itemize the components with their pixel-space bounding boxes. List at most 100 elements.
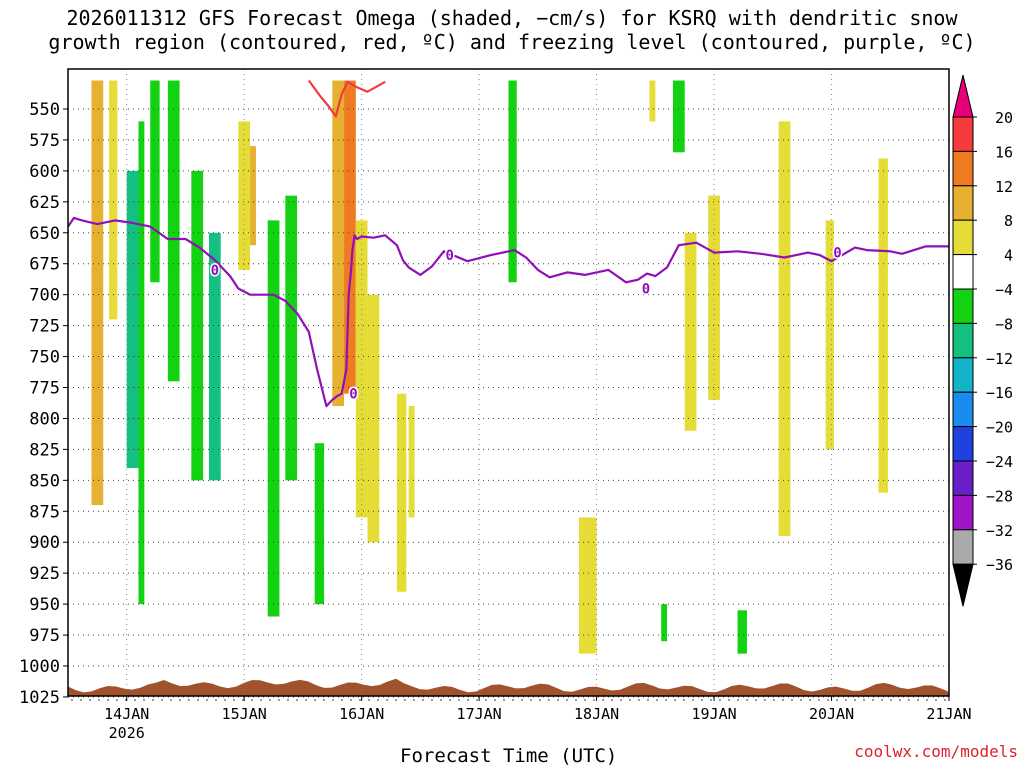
omega-patch <box>109 80 118 320</box>
omega-patch <box>661 604 668 642</box>
terrain-dot <box>611 699 613 701</box>
terrain-dot <box>368 699 370 701</box>
terrain-dot <box>314 699 316 701</box>
x-tick-label: 20JAN <box>809 705 854 723</box>
omega-patch <box>408 406 415 518</box>
x-tick-label: 16JAN <box>339 705 384 723</box>
plot-frame <box>67 68 950 697</box>
terrain-dot <box>755 699 757 701</box>
terrain-dot <box>863 699 865 701</box>
terrain-dot <box>476 699 478 701</box>
omega-patch <box>314 443 325 605</box>
y-tick-label: 550 <box>29 100 60 120</box>
x-axis-label: Forecast Time (UTC) <box>400 745 618 767</box>
terrain-dot <box>944 699 946 701</box>
colorbar-label: −24 <box>986 453 1013 471</box>
terrain-dot <box>791 699 793 701</box>
terrain-dot <box>188 699 190 701</box>
freezing-level-label: 0 <box>349 387 357 403</box>
y-tick-label: 575 <box>29 131 60 151</box>
terrain-dot <box>296 699 298 701</box>
colorbar-label: −36 <box>986 556 1013 574</box>
freezing-level-label: 0 <box>833 246 841 262</box>
terrain-dot <box>656 699 658 701</box>
terrain <box>68 678 949 701</box>
terrain-dot <box>701 699 703 701</box>
colorbar-swatch <box>952 426 974 462</box>
terrain-dot <box>341 699 343 701</box>
terrain-dot <box>116 699 118 701</box>
x-tick-label: 21JAN <box>926 705 971 723</box>
terrain-dot <box>908 699 910 701</box>
title-line-1: 2026011312 GFS Forecast Omega (shaded, −… <box>66 6 958 30</box>
terrain-dot <box>287 699 289 701</box>
omega-patch <box>708 195 720 400</box>
terrain-dot <box>881 699 883 701</box>
terrain-dot <box>161 699 163 701</box>
terrain-dot <box>566 699 568 701</box>
omega-patch <box>285 195 298 481</box>
colorbar-label: 12 <box>995 178 1013 196</box>
colorbar-swatch <box>952 391 974 428</box>
terrain-dot <box>575 699 577 701</box>
terrain-dot <box>305 699 307 701</box>
terrain-dot <box>854 699 856 701</box>
colorbar-swatch <box>952 494 974 531</box>
omega-patch <box>126 170 139 468</box>
y-tick-label: 1000 <box>19 657 60 677</box>
y-tick-label: 650 <box>29 224 60 244</box>
terrain-dot <box>458 699 460 701</box>
y-tick-label: 850 <box>29 471 60 491</box>
colorbar-swatch <box>952 185 974 221</box>
axes: 550 575 600 625 650 675 700 725 750 775 800 825 850 8… <box>19 68 972 742</box>
dendritic-contour <box>307 79 386 118</box>
terrain-dot <box>440 699 442 701</box>
terrain-dot <box>71 699 73 701</box>
y-tick-label: 625 <box>29 193 60 213</box>
terrain-dot <box>80 699 82 701</box>
terrain-dot <box>179 699 181 701</box>
terrain-dot <box>872 699 874 701</box>
colorbar-top-arrow <box>952 74 974 118</box>
colorbar-swatch <box>952 288 974 324</box>
terrain-dot <box>710 699 712 701</box>
terrain-dot <box>692 699 694 701</box>
terrain-dot <box>260 699 262 701</box>
terrain-dot <box>593 699 595 701</box>
colorbar-label: −4 <box>995 281 1013 299</box>
terrain-dot <box>386 699 388 701</box>
omega-patch <box>578 517 597 654</box>
colorbar-swatch <box>952 116 974 152</box>
terrain-dot <box>665 699 667 701</box>
terrain-dot <box>242 699 244 701</box>
credit-text: coolwx.com/models <box>854 742 1018 761</box>
terrain-dot <box>728 699 730 701</box>
colorbar-swatch <box>952 460 974 496</box>
freezing-level-label: 0 <box>642 281 650 297</box>
terrain-dot <box>422 699 424 701</box>
terrain-dot <box>278 699 280 701</box>
terrain-dot <box>935 699 937 701</box>
terrain-dot <box>269 699 271 701</box>
terrain-dot <box>809 699 811 701</box>
omega-patch <box>344 80 356 394</box>
omega-patch <box>508 80 517 283</box>
freezing-level-contour <box>67 216 949 408</box>
x-tick-label: 18JAN <box>574 705 619 723</box>
omega-patch <box>737 610 747 654</box>
colorbar-label: −8 <box>995 315 1013 333</box>
colorbar-label: −12 <box>986 350 1013 368</box>
colorbar-label: −32 <box>986 522 1013 540</box>
terrain-dot <box>737 699 739 701</box>
omega-shading <box>91 80 888 654</box>
colorbar-swatch <box>952 254 974 290</box>
y-tick-label: 925 <box>29 564 60 584</box>
y-tick-label: 800 <box>29 409 60 429</box>
y-tick-label: 875 <box>29 502 60 522</box>
terrain-dot <box>539 699 541 701</box>
colorbar-swatch <box>952 357 974 393</box>
omega-patch <box>649 80 656 122</box>
terrain-dot <box>827 699 829 701</box>
terrain-dot <box>467 699 469 701</box>
omega-patch <box>825 220 834 450</box>
